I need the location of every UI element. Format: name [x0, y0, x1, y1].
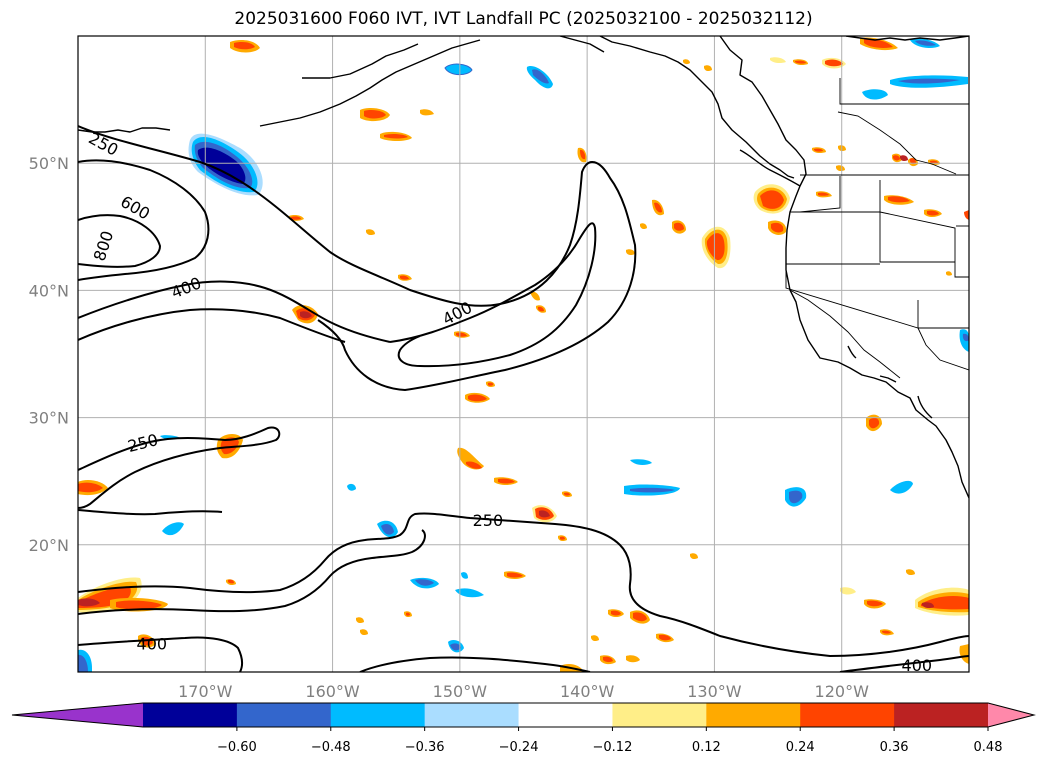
latitude-labels: 20°N 30°N 40°N 50°N	[29, 154, 69, 555]
state-borders	[785, 78, 969, 379]
colorbar-segment	[143, 703, 238, 727]
ivt-contours	[78, 125, 969, 672]
lon-tick-label: 120°W	[815, 682, 870, 701]
coastlines	[78, 36, 969, 499]
lon-tick-label: 130°W	[687, 682, 742, 701]
colorbar-tick-label: 0.12	[692, 740, 721, 755]
map-title: 2025031600 F060 IVT, IVT Landfall PC (20…	[234, 9, 813, 29]
lon-tick-label: 140°W	[560, 682, 615, 701]
colorbar-segment	[424, 703, 520, 727]
probability-shading	[78, 37, 969, 672]
lat-tick-label: 40°N	[29, 281, 69, 300]
contour-label: 400	[902, 656, 933, 675]
colorbar-extend-low	[12, 703, 143, 727]
lon-tick-label: 150°W	[433, 682, 488, 701]
colorbar-segment	[894, 703, 989, 727]
colorbar-segment	[800, 703, 895, 727]
colorbar-segment	[330, 703, 426, 727]
colorbar-tick-label: 0.24	[786, 740, 815, 755]
colorbar-segment	[706, 703, 801, 727]
gridlines	[78, 36, 969, 672]
colorbar-outline	[11, 702, 1036, 728]
colorbar-tick-label: −0.36	[405, 740, 445, 755]
lat-tick-label: 20°N	[29, 536, 69, 555]
negative-region-misc	[78, 38, 969, 672]
positive-region-misc	[78, 37, 969, 672]
colorbar-tick-label: −0.48	[311, 740, 351, 755]
lon-tick-label: 160°W	[305, 682, 360, 701]
lon-tick-label: 170°W	[178, 682, 233, 701]
longitude-labels: 170°W 160°W 150°W 140°W 130°W 120°W	[178, 682, 869, 701]
colorbar-tick-label: −0.60	[217, 740, 257, 755]
colorbar-extend-high	[988, 703, 1034, 727]
colorbar-segment	[612, 703, 707, 727]
colorbar-tick-label: −0.12	[593, 740, 633, 755]
colorbar-tick-label: −0.24	[499, 740, 539, 755]
colorbar: −0.60 −0.48 −0.36 −0.24 −0.12 0.12 0.24 0.36 0.4…	[11, 702, 1036, 755]
colorbar-tick-label: 0.48	[974, 740, 1003, 755]
colorbar-tick-label: 0.36	[880, 740, 909, 755]
lat-tick-label: 30°N	[29, 409, 69, 428]
colorbar-segment	[236, 703, 332, 727]
negative-region-aleutian	[188, 133, 263, 196]
contour-label: 400	[137, 635, 168, 654]
colorbar-segment	[518, 703, 613, 727]
map-frame	[77, 35, 970, 673]
contour-label: 250	[473, 511, 504, 530]
lat-tick-label: 50°N	[29, 154, 69, 173]
